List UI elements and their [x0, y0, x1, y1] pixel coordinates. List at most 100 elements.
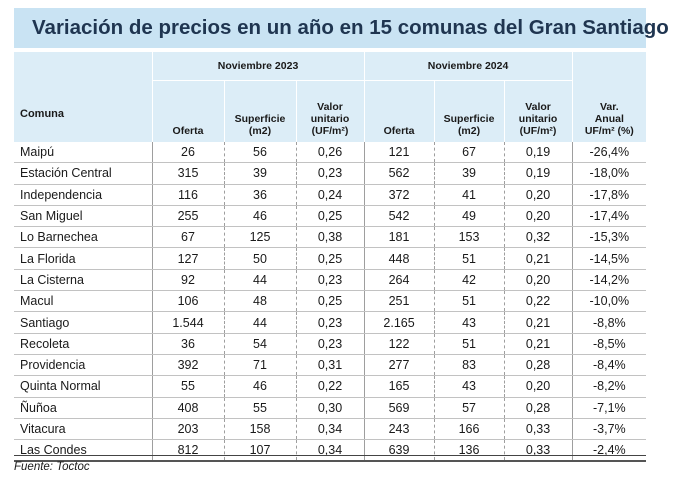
- table-row: Macul 106 48 0,25 251 51 0,22 -10,0%: [14, 290, 647, 313]
- cell-valor-2023: 0,26: [295, 142, 365, 164]
- cell-valor-2024: 0,33: [503, 418, 573, 441]
- cell-comuna: Macul: [14, 290, 152, 313]
- cell-superficie-2024: 43: [433, 375, 505, 398]
- cell-valor-2024: 0,21: [503, 333, 573, 355]
- cell-var-anual: -18,0%: [571, 162, 647, 185]
- cell-oferta-2024: 181: [363, 226, 435, 249]
- cell-oferta-2023: 1.544: [151, 311, 224, 334]
- header-valor-l2: unitario: [518, 113, 558, 125]
- cell-comuna: Santiago: [14, 311, 152, 334]
- cell-valor-2023: 0,25: [295, 290, 365, 313]
- header-valor-l3: (UF/m²): [311, 125, 349, 137]
- header-valor-2024: Valor unitario (UF/m²): [504, 80, 573, 142]
- cell-oferta-2024: 448: [363, 247, 435, 270]
- cell-comuna: Las Condes: [14, 439, 152, 463]
- cell-comuna: Providencia: [14, 354, 152, 377]
- cell-var-anual: -2,4%: [571, 439, 647, 463]
- cell-superficie-2023: 55: [223, 397, 296, 419]
- cell-var-anual: -17,8%: [571, 184, 647, 206]
- header-superficie-l1: Superficie: [443, 113, 495, 125]
- header-oferta-2023: Oferta: [152, 80, 225, 142]
- table-row: Las Condes 812 107 0,34 639 136 0,33 -2,4%: [14, 439, 647, 463]
- cell-comuna: Lo Barnechea: [14, 226, 152, 249]
- cell-var-anual: -15,3%: [571, 226, 647, 249]
- cell-superficie-2024: 136: [433, 439, 505, 463]
- cell-valor-2023: 0,34: [295, 439, 365, 463]
- cell-valor-2023: 0,23: [295, 269, 365, 292]
- cell-superficie-2023: 71: [223, 354, 296, 377]
- cell-valor-2023: 0,25: [295, 247, 365, 270]
- cell-valor-2023: 0,23: [295, 333, 365, 355]
- cell-oferta-2023: 67: [151, 226, 224, 249]
- cell-superficie-2023: 56: [223, 142, 296, 164]
- cell-superficie-2024: 41: [433, 184, 505, 206]
- cell-superficie-2024: 51: [433, 333, 505, 355]
- table-row: La Florida 127 50 0,25 448 51 0,21 -14,5%: [14, 247, 647, 270]
- cell-superficie-2023: 54: [223, 333, 296, 355]
- cell-oferta-2024: 372: [363, 184, 435, 206]
- cell-oferta-2023: 127: [151, 247, 224, 270]
- cell-oferta-2023: 36: [151, 333, 224, 355]
- cell-valor-2023: 0,34: [295, 418, 365, 441]
- cell-oferta-2023: 812: [151, 439, 224, 463]
- cell-comuna: Ñuñoa: [14, 397, 152, 419]
- cell-oferta-2024: 542: [363, 205, 435, 228]
- cell-valor-2024: 0,28: [503, 354, 573, 377]
- cell-var-anual: -8,4%: [571, 354, 647, 377]
- cell-valor-2023: 0,23: [295, 162, 365, 185]
- cell-oferta-2023: 392: [151, 354, 224, 377]
- cell-comuna: La Florida: [14, 247, 152, 270]
- header-superficie-l2: (m2): [457, 125, 481, 137]
- table-row: Maipú 26 56 0,26 121 67 0,19 -26,4%: [14, 142, 647, 164]
- cell-var-anual: -14,2%: [571, 269, 647, 292]
- cell-oferta-2023: 55: [151, 375, 224, 398]
- cell-valor-2024: 0,20: [503, 205, 573, 228]
- price-table: Comuna Noviembre 2023 Noviembre 2024 Var…: [14, 52, 647, 463]
- cell-valor-2024: 0,33: [503, 439, 573, 463]
- cell-oferta-2023: 106: [151, 290, 224, 313]
- table-row: Independencia 116 36 0,24 372 41 0,20 -17,8%: [14, 184, 647, 206]
- cell-superficie-2024: 51: [433, 247, 505, 270]
- cell-valor-2024: 0,20: [503, 184, 573, 206]
- cell-comuna: San Miguel: [14, 205, 152, 228]
- cell-oferta-2024: 165: [363, 375, 435, 398]
- table-row: Recoleta 36 54 0,23 122 51 0,21 -8,5%: [14, 333, 647, 355]
- header-group-2024: Noviembre 2024: [364, 52, 573, 81]
- cell-valor-2023: 0,22: [295, 375, 365, 398]
- cell-comuna: La Cisterna: [14, 269, 152, 292]
- cell-var-anual: -26,4%: [571, 142, 647, 164]
- header-var-l3: UF/m² (%): [584, 125, 634, 137]
- cell-oferta-2024: 264: [363, 269, 435, 292]
- cell-oferta-2023: 92: [151, 269, 224, 292]
- table-row: Vitacura 203 158 0,34 243 166 0,33 -3,7%: [14, 418, 647, 441]
- cell-valor-2023: 0,24: [295, 184, 365, 206]
- cell-superficie-2023: 44: [223, 311, 296, 334]
- header-var-l2: Anual: [594, 113, 624, 125]
- header-superficie-2024: Superficie (m2): [434, 80, 505, 142]
- cell-valor-2023: 0,23: [295, 311, 365, 334]
- footer-divider: [14, 455, 646, 456]
- cell-valor-2024: 0,19: [503, 162, 573, 185]
- cell-oferta-2024: 121: [363, 142, 435, 164]
- cell-superficie-2024: 49: [433, 205, 505, 228]
- table-row: Providencia 392 71 0,31 277 83 0,28 -8,4%: [14, 354, 647, 377]
- cell-superficie-2023: 158: [223, 418, 296, 441]
- cell-valor-2024: 0,22: [503, 290, 573, 313]
- header-oferta-2024: Oferta: [364, 80, 435, 142]
- header-valor-l1: Valor: [525, 101, 551, 113]
- cell-superficie-2023: 125: [223, 226, 296, 249]
- table-body: Maipú 26 56 0,26 121 67 0,19 -26,4% Estación Cen…: [14, 142, 647, 463]
- cell-oferta-2024: 562: [363, 162, 435, 185]
- header-valor-l2: unitario: [310, 113, 350, 125]
- cell-var-anual: -17,4%: [571, 205, 647, 228]
- cell-oferta-2024: 243: [363, 418, 435, 441]
- cell-oferta-2024: 569: [363, 397, 435, 419]
- cell-var-anual: -8,2%: [571, 375, 647, 398]
- cell-oferta-2023: 408: [151, 397, 224, 419]
- header-var-anual: Var. Anual UF/m² (%): [572, 52, 647, 142]
- header-valor-2023: Valor unitario (UF/m²): [296, 80, 365, 142]
- cell-valor-2024: 0,20: [503, 375, 573, 398]
- cell-valor-2023: 0,31: [295, 354, 365, 377]
- table-row: Lo Barnechea 67 125 0,38 181 153 0,32 -15,3%: [14, 226, 647, 249]
- cell-valor-2023: 0,38: [295, 226, 365, 249]
